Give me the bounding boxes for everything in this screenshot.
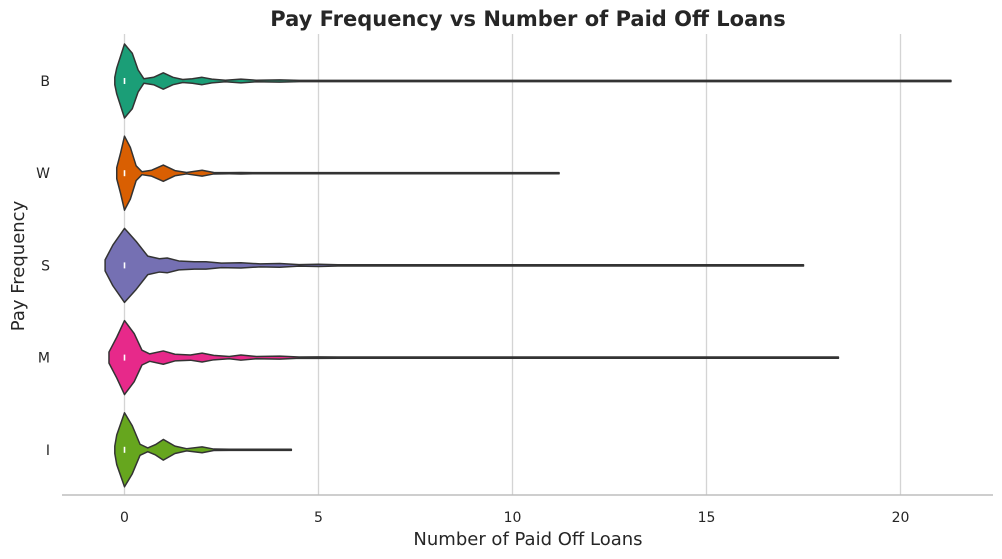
y-tick-label-S: S: [41, 258, 50, 274]
x-tick-label-10: 10: [504, 510, 522, 526]
y-tick-labels: B W S M I: [36, 74, 50, 459]
chart-title: Pay Frequency vs Number of Paid Off Loan…: [270, 7, 785, 31]
x-tick-label-0: 0: [120, 510, 129, 526]
violin-M: [108, 319, 840, 396]
violins: [104, 43, 952, 488]
y-tick-label-W: W: [36, 166, 50, 182]
y-tick-label-M: M: [38, 351, 50, 367]
y-axis-label: Pay Frequency: [8, 200, 29, 331]
x-tick-label-5: 5: [314, 510, 323, 526]
x-tick-label-20: 20: [892, 510, 910, 526]
x-axis-label: Number of Paid Off Loans: [413, 529, 642, 550]
violin-W: [115, 135, 560, 211]
violin-S: [104, 227, 805, 304]
x-tick-label-15: 15: [698, 510, 716, 526]
x-tick-labels: 0 5 10 15 20: [120, 510, 909, 526]
y-tick-label-I: I: [46, 443, 50, 459]
violin-B: [114, 43, 952, 119]
y-tick-label-B: B: [40, 74, 50, 90]
violin-I: [114, 412, 293, 488]
